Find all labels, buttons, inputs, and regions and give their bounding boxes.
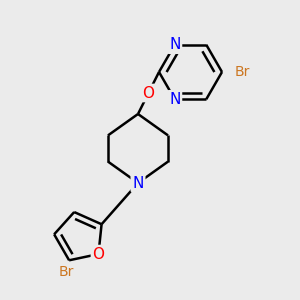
Text: N: N	[132, 176, 144, 190]
Text: O: O	[142, 85, 154, 100]
Text: O: O	[92, 247, 104, 262]
Text: N: N	[169, 92, 180, 107]
Text: Br: Br	[235, 65, 250, 79]
Text: Br: Br	[58, 265, 74, 279]
Text: N: N	[169, 37, 180, 52]
